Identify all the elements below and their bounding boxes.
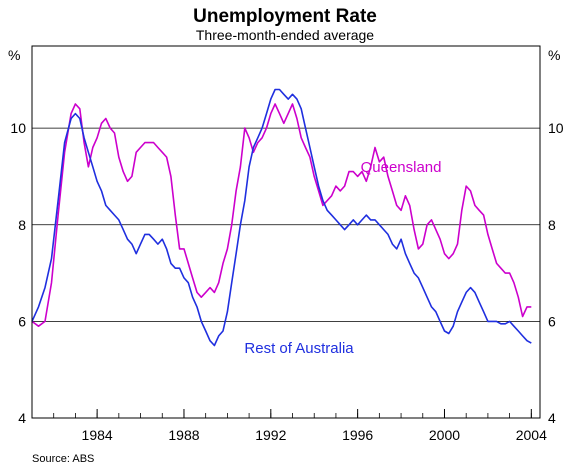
x-tick-label: 2000	[429, 427, 460, 443]
x-tick-label: 1996	[342, 427, 373, 443]
y-tick-label-left: 6	[18, 313, 26, 329]
y-axis-right: 4 6 8 10	[548, 120, 564, 426]
y-tick-label-right: 10	[548, 120, 564, 136]
y-unit-left: %	[8, 47, 20, 63]
x-axis: 1984 1988 1992 1996 2000 2004	[31, 409, 547, 443]
x-tick-label: 1984	[82, 427, 113, 443]
y-tick-label-left: 4	[18, 410, 26, 426]
y-tick-label-right: 8	[548, 217, 556, 233]
series-lines	[31, 88, 532, 347]
y-tick-label-left: 8	[18, 217, 26, 233]
series-labels: Queensland Rest of Australia	[244, 159, 441, 357]
chart-title: Unemployment Rate	[193, 6, 377, 27]
series-label-queensland: Queensland	[361, 159, 442, 176]
chart-subtitle: Three-month-ended average	[196, 27, 374, 43]
y-tick-label-left: 10	[10, 120, 26, 136]
series-label-rest-of-australia: Rest of Australia	[244, 340, 354, 357]
y-unit-right: %	[548, 47, 560, 63]
plot-frame	[31, 45, 541, 419]
x-tick-label: 1992	[255, 427, 286, 443]
series-line-queensland	[31, 103, 532, 327]
x-tick-label: 2004	[516, 427, 547, 443]
gridlines	[32, 127, 540, 322]
source-note: Source: ABS	[32, 453, 94, 465]
y-tick-label-right: 4	[548, 410, 556, 426]
y-tick-label-right: 6	[548, 313, 556, 329]
series-line-rest-of-australia	[31, 88, 532, 347]
y-axis-left: 4 6 8 10	[10, 120, 26, 426]
x-tick-label: 1988	[168, 427, 199, 443]
